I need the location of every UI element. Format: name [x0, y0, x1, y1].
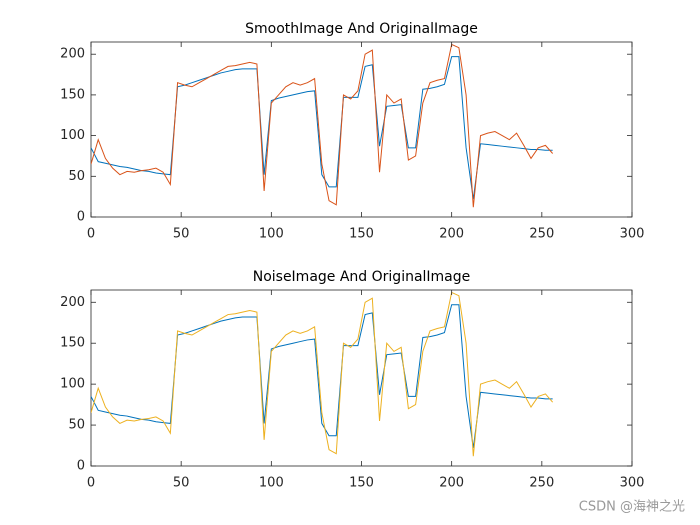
x-tick-label: 250 [529, 476, 554, 491]
x-tick-label: 300 [620, 227, 645, 242]
x-tick-label: 150 [349, 476, 374, 491]
watermark: CSDN @海神之光 [579, 500, 685, 515]
y-tick-label: 150 [60, 336, 85, 351]
x-tick-label: 50 [173, 227, 190, 242]
y-tick-label: 0 [77, 459, 85, 474]
y-tick-label: 50 [68, 418, 85, 433]
data-line [91, 43, 554, 208]
plot-lines [91, 291, 554, 457]
x-tick-label: 200 [439, 227, 464, 242]
y-tick-label: 150 [60, 87, 85, 102]
y-tick-label: 50 [68, 169, 85, 184]
y-tick-label: 200 [60, 295, 85, 310]
y-tick-label: 0 [77, 210, 85, 225]
x-tick-label: 100 [259, 227, 284, 242]
y-tick-label: 100 [60, 128, 85, 143]
x-tick-label: 0 [87, 227, 95, 242]
x-tick-label: 100 [259, 476, 284, 491]
plot-lines [91, 43, 554, 208]
x-tick-label: 0 [87, 476, 95, 491]
plot-area [90, 41, 633, 218]
x-tick-label: 200 [439, 476, 464, 491]
y-tick-label: 100 [60, 377, 85, 392]
plot-area [90, 289, 633, 467]
chart-title: NoiseImage And OriginalImage [253, 269, 471, 285]
y-tick-label: 200 [60, 47, 85, 62]
chart-title: SmoothImage And OriginalImage [245, 21, 478, 37]
x-tick-label: 50 [173, 476, 190, 491]
x-tick-label: 150 [349, 227, 374, 242]
x-tick-label: 300 [620, 476, 645, 491]
x-tick-label: 250 [529, 227, 554, 242]
data-line [91, 291, 554, 457]
